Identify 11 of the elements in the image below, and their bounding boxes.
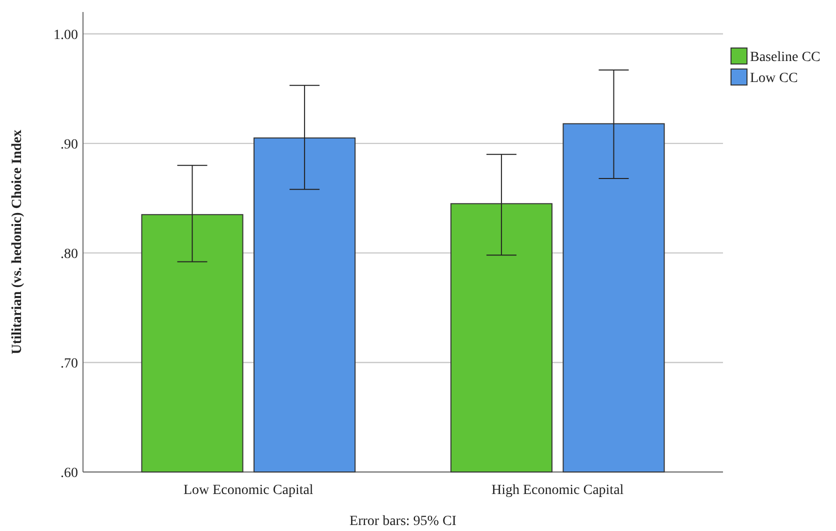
- legend-label: Baseline CC: [750, 50, 820, 65]
- y-tick-label: 1.00: [54, 28, 78, 43]
- y-tick-label: .90: [60, 137, 78, 152]
- x-tick-label: High Economic Capital: [491, 483, 624, 498]
- y-axis-title: Utilitarian (vs. hedonic) Choice Index: [10, 130, 25, 354]
- text: Error bars: 95% CI: [350, 514, 457, 529]
- x-tick-label: Low Economic Capital: [183, 483, 314, 498]
- legend-label: Low CC: [750, 71, 798, 86]
- y-tick-label: .60: [60, 466, 78, 481]
- y-tick-label: .80: [60, 246, 78, 262]
- y-tick-label: .70: [60, 356, 78, 372]
